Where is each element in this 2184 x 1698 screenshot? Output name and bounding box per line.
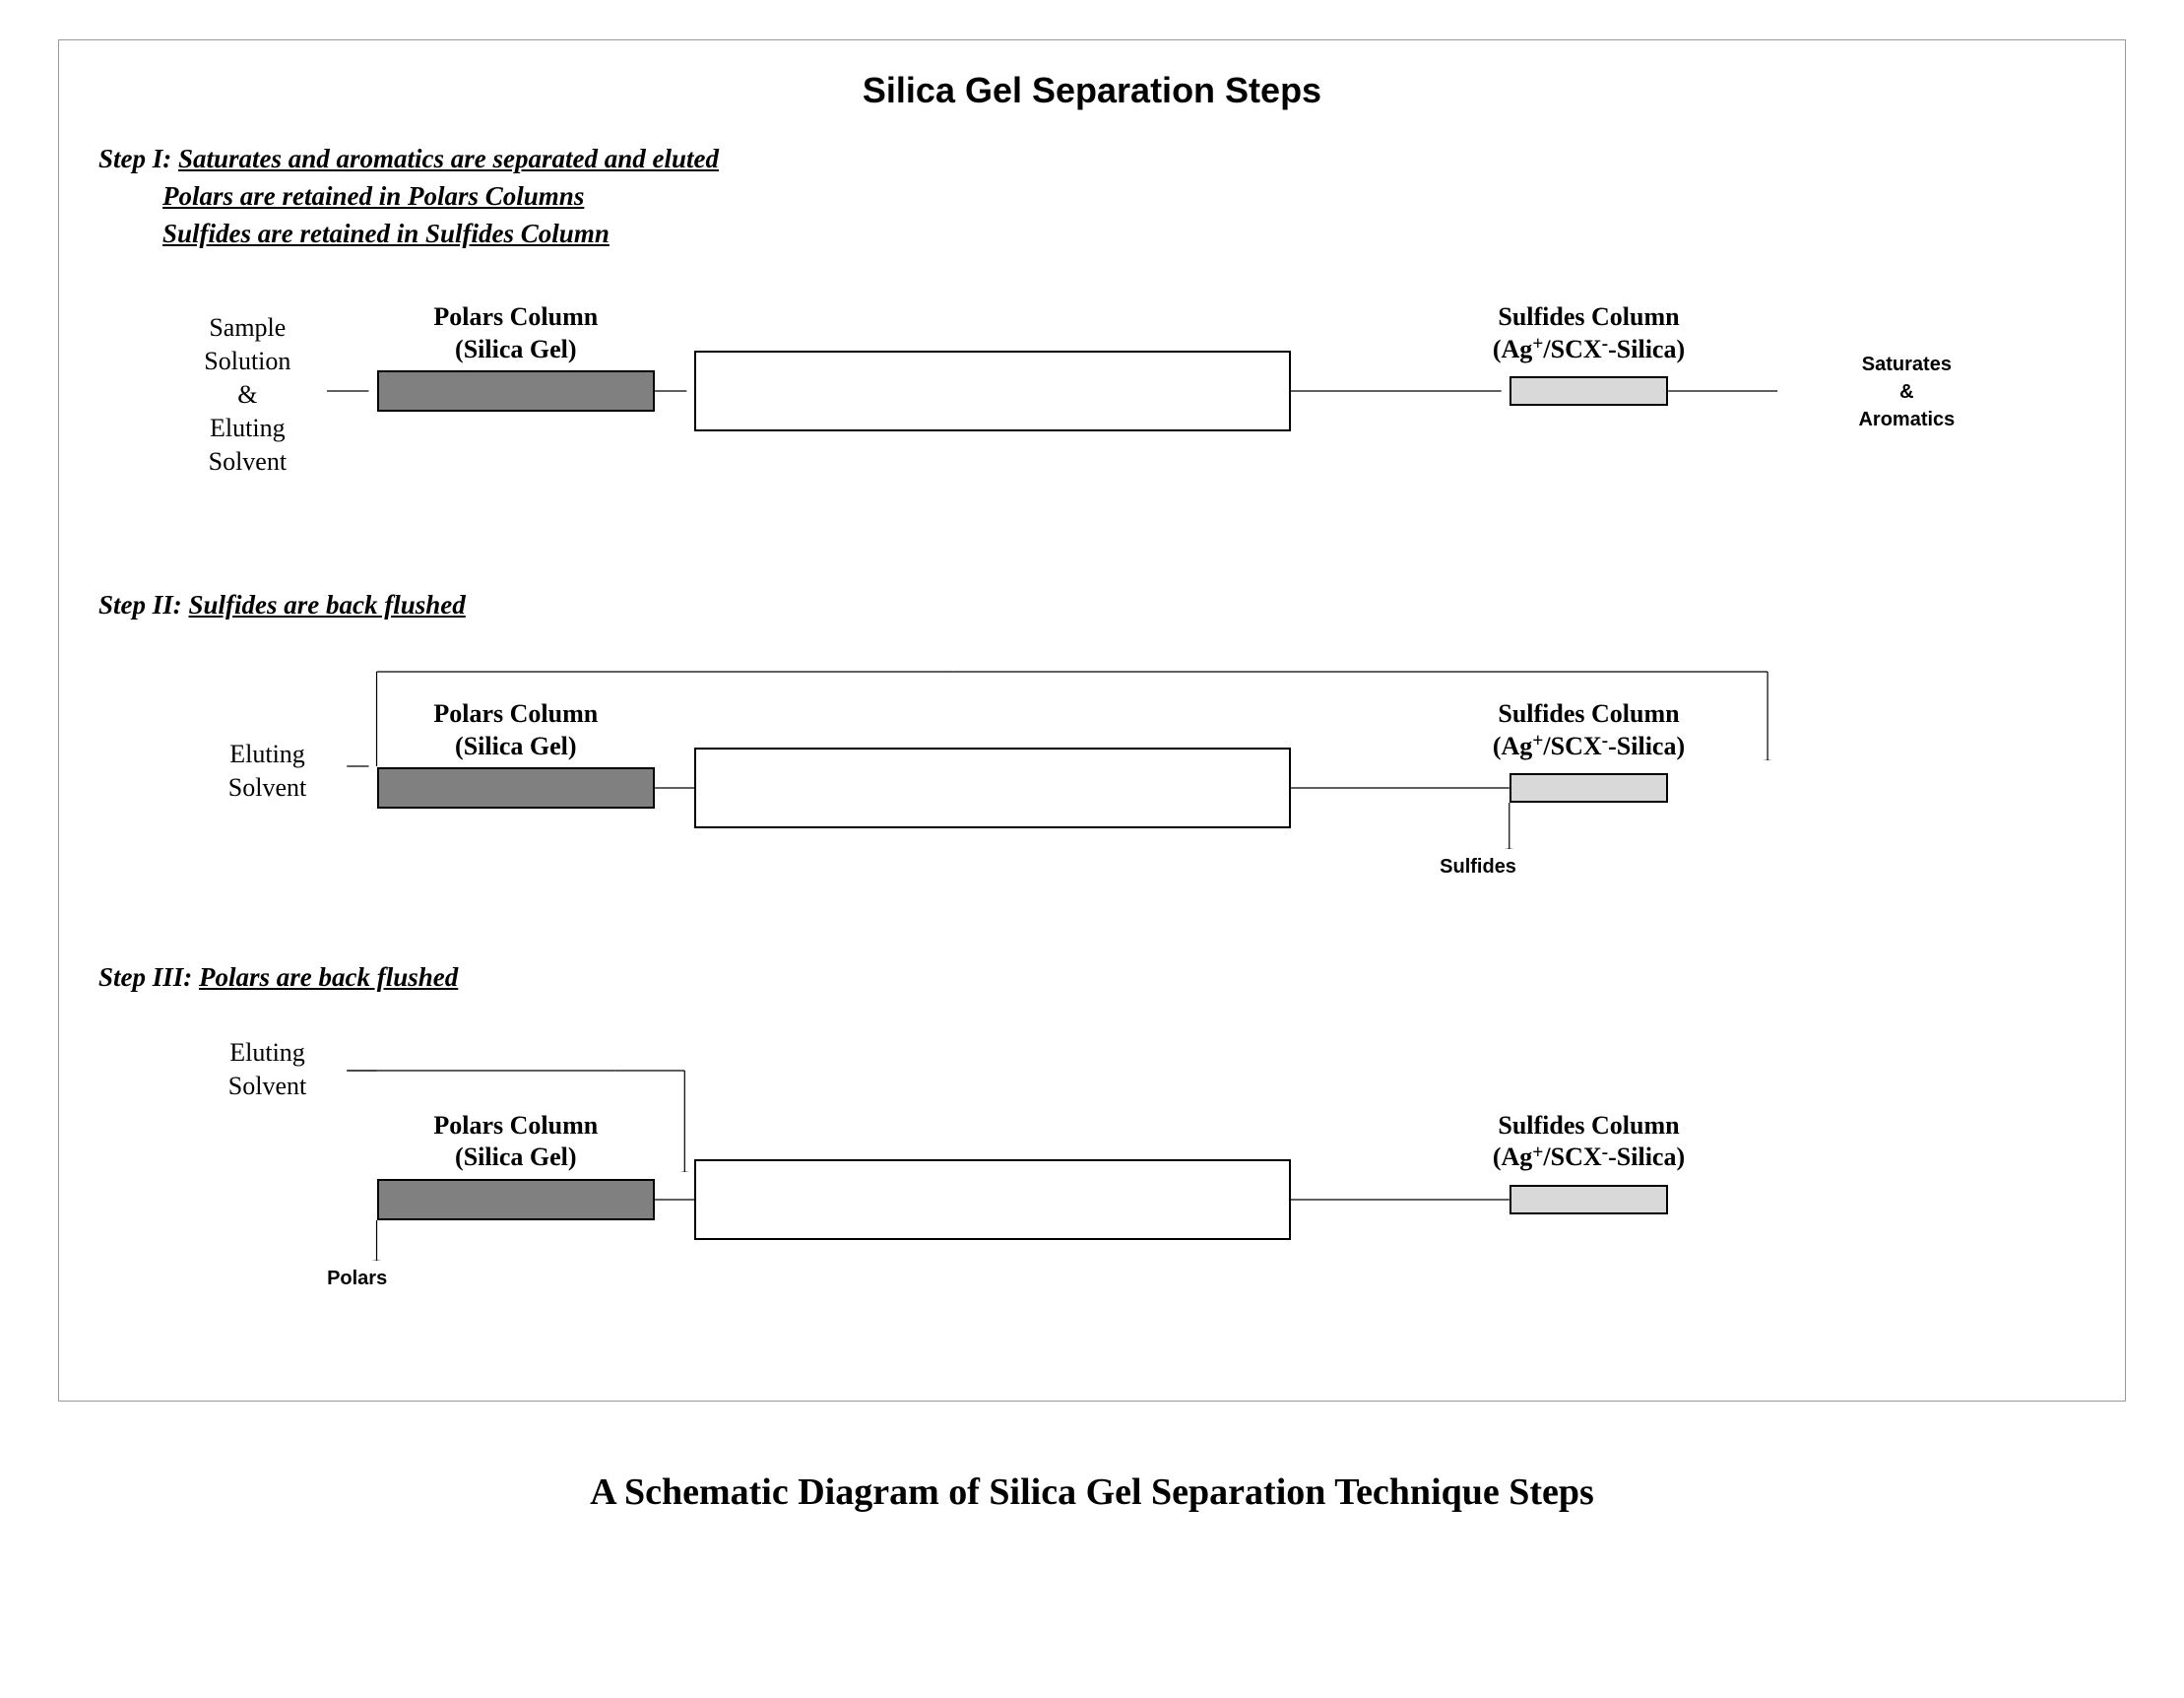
step2-diagram: Eluting Solvent Polars Column (Silica Ge… [98,644,2086,920]
step1-arrows [98,272,2086,548]
step3-header: Step III: Polars are back flushed [98,959,2086,997]
figure-caption: A Schematic Diagram of Silica Gel Separa… [39,1470,2145,1514]
step2-arrows [98,644,2086,920]
step3-arrows [98,1016,2086,1312]
step1-header: Step I: Saturates and aromatics are sepa… [98,141,2086,252]
step3-diagram: Eluting Solvent Polars Column (Silica Ge… [98,1016,2086,1312]
step2-header: Step II: Sulfides are back flushed [98,587,2086,624]
diagram-title: Silica Gel Separation Steps [98,70,2086,111]
diagram-frame: Silica Gel Separation Steps Step I: Satu… [58,39,2126,1402]
step1-diagram: Sample Solution & Eluting Solvent Polars… [98,272,2086,548]
